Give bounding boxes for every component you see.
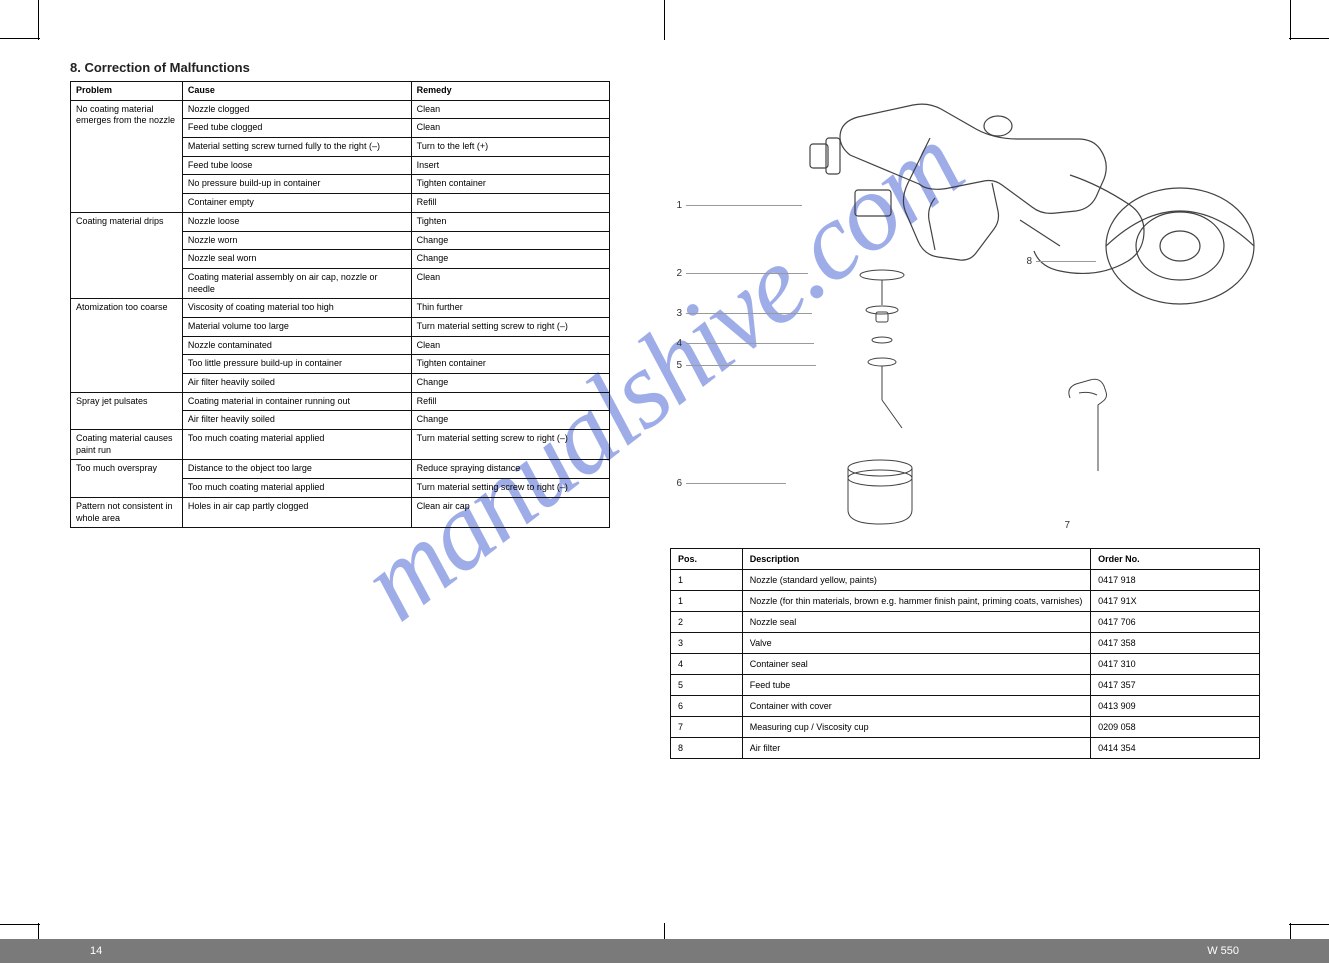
table-cell: 3 — [671, 633, 743, 654]
table-cell: 0209 058 — [1091, 717, 1260, 738]
table-cell-remedy: Clean — [411, 336, 609, 355]
table-cell: 0417 358 — [1091, 633, 1260, 654]
table-cell: Nozzle seal — [742, 612, 1090, 633]
table-cell-cause: Too little pressure build-up in containe… — [182, 355, 411, 374]
table-cell: Air filter — [742, 738, 1090, 759]
table-cell-remedy: Turn material setting screw to right (–) — [411, 430, 609, 460]
table-cell: 5 — [671, 675, 743, 696]
table-cell-cause: Coating material in container running ou… — [182, 392, 411, 411]
table-cell: 0417 310 — [1091, 654, 1260, 675]
callout-2: 2 — [670, 268, 808, 279]
table-cell: 6 — [671, 696, 743, 717]
table-cell-problem: Pattern not consistent in whole area — [71, 497, 183, 527]
table-cell: 0417 357 — [1091, 675, 1260, 696]
table-cell-problem: Atomization too coarse — [71, 299, 183, 392]
table-cell-cause: Too much coating material applied — [182, 430, 411, 460]
callout-3: 3 — [670, 308, 812, 319]
table-cell: 1 — [671, 591, 743, 612]
table-cell-cause: Viscosity of coating material too high — [182, 299, 411, 318]
table-cell-cause: Holes in air cap partly clogged — [182, 497, 411, 527]
table-cell: 2 — [671, 612, 743, 633]
spare-parts-table: Pos. Description Order No. 1Nozzle (stan… — [670, 548, 1260, 759]
table-cell: 1 — [671, 570, 743, 591]
page-number: 14 — [90, 939, 102, 963]
exploded-diagram: 1 2 3 4 5 6 7 8 — [670, 60, 1260, 540]
table-cell-cause: Distance to the object too large — [182, 460, 411, 479]
table-cell-cause: Nozzle loose — [182, 212, 411, 231]
table-cell-cause: Feed tube clogged — [182, 119, 411, 138]
table-cell-cause: Container empty — [182, 194, 411, 213]
table-cell: Container seal — [742, 654, 1090, 675]
table-cell-remedy: Change — [411, 250, 609, 269]
th-pos: Pos. — [671, 549, 743, 570]
table-cell-problem: No coating material emerges from the noz… — [71, 100, 183, 212]
table-cell-remedy: Clean — [411, 100, 609, 119]
table-cell: Container with cover — [742, 696, 1090, 717]
table-cell-remedy: Tighten — [411, 212, 609, 231]
table-cell-cause: Material setting screw turned fully to t… — [182, 138, 411, 157]
table-cell-cause: Air filter heavily soiled — [182, 374, 411, 393]
table-cell-remedy: Reduce spraying distance — [411, 460, 609, 479]
table-cell: 8 — [671, 738, 743, 759]
table-cell-remedy: Tighten container — [411, 175, 609, 194]
table-cell: 0417 91X — [1091, 591, 1260, 612]
table-cell-cause: Nozzle contaminated — [182, 336, 411, 355]
th-order: Order No. — [1091, 549, 1260, 570]
table-cell: Valve — [742, 633, 1090, 654]
table-cell-remedy: Insert — [411, 156, 609, 175]
th-desc: Description — [742, 549, 1090, 570]
table-cell-cause: Coating material assembly on air cap, no… — [182, 268, 411, 298]
table-cell-cause: Air filter heavily soiled — [182, 411, 411, 430]
callout-1: 1 — [670, 200, 802, 211]
table-cell-remedy: Refill — [411, 392, 609, 411]
callout-7: 7 — [1058, 520, 1074, 531]
table-cell-cause: Nozzle worn — [182, 231, 411, 250]
callout-5: 5 — [670, 360, 816, 371]
table-cell-remedy: Change — [411, 411, 609, 430]
table-cell-remedy: Turn to the left (+) — [411, 138, 609, 157]
table-cell-remedy: Clean — [411, 119, 609, 138]
spray-gun-illustration — [730, 60, 1270, 540]
table-cell-remedy: Clean — [411, 268, 609, 298]
table-cell: 4 — [671, 654, 743, 675]
callout-4: 4 — [670, 338, 814, 349]
troubleshooting-table: Problem Cause Remedy No coating material… — [70, 81, 610, 528]
table-cell-remedy: Clean air cap — [411, 497, 609, 527]
table-cell-problem: Spray jet pulsates — [71, 392, 183, 429]
table-cell-cause: No pressure build-up in container — [182, 175, 411, 194]
table-cell-remedy: Refill — [411, 194, 609, 213]
table-cell: 0417 918 — [1091, 570, 1260, 591]
th-remedy: Remedy — [411, 82, 609, 101]
table-cell-problem: Coating material drips — [71, 212, 183, 298]
table-cell-cause: Feed tube loose — [182, 156, 411, 175]
table-cell: Nozzle (for thin materials, brown e.g. h… — [742, 591, 1090, 612]
page-footer: 14 W 550 — [0, 939, 1329, 963]
table-cell-cause: Material volume too large — [182, 317, 411, 336]
th-problem: Problem — [71, 82, 183, 101]
table-cell: 0414 354 — [1091, 738, 1260, 759]
table-cell-cause: Nozzle seal worn — [182, 250, 411, 269]
table-cell-remedy: Tighten container — [411, 355, 609, 374]
table-cell-cause: Too much coating material applied — [182, 479, 411, 498]
table-cell: 7 — [671, 717, 743, 738]
table-cell: Measuring cup / Viscosity cup — [742, 717, 1090, 738]
section-title-troubleshooting: 8. Correction of Malfunctions — [70, 60, 610, 75]
table-cell-remedy: Change — [411, 374, 609, 393]
callout-6: 6 — [670, 478, 786, 489]
table-cell-cause: Nozzle clogged — [182, 100, 411, 119]
th-cause: Cause — [182, 82, 411, 101]
table-cell: Nozzle (standard yellow, paints) — [742, 570, 1090, 591]
table-cell: 0413 909 — [1091, 696, 1260, 717]
table-cell: Feed tube — [742, 675, 1090, 696]
table-cell-remedy: Turn material setting screw to right (–) — [411, 317, 609, 336]
footer-model: W 550 — [1207, 939, 1239, 963]
table-cell-problem: Coating material causes paint run — [71, 430, 183, 460]
table-cell-problem: Too much overspray — [71, 460, 183, 497]
table-cell: 0417 706 — [1091, 612, 1260, 633]
table-cell-remedy: Thin further — [411, 299, 609, 318]
table-cell-remedy: Change — [411, 231, 609, 250]
table-cell-remedy: Turn material setting screw to right (–) — [411, 479, 609, 498]
callout-8: 8 — [1020, 256, 1096, 267]
